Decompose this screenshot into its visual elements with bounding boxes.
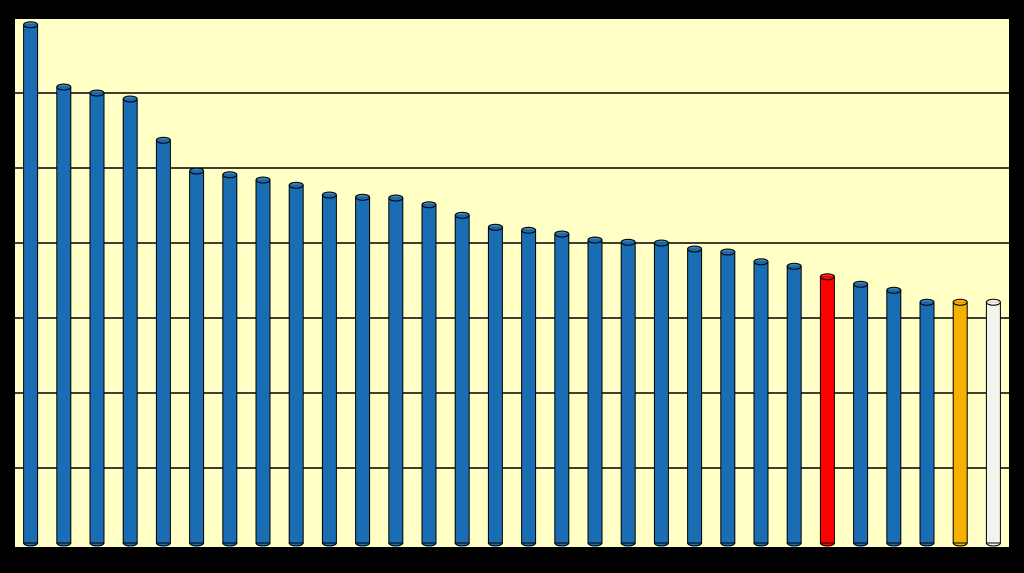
bar	[189, 170, 205, 544]
bar-cap	[288, 181, 304, 189]
bar	[288, 184, 304, 544]
bar-cap	[189, 167, 205, 175]
bar	[952, 301, 968, 544]
plot-area	[14, 18, 1010, 548]
bar-cap	[587, 236, 603, 244]
bar	[321, 194, 337, 544]
plot-border	[13, 17, 1011, 549]
bar-cap	[255, 176, 271, 184]
bar	[56, 86, 72, 544]
bar-cap	[122, 95, 138, 103]
bar	[819, 276, 835, 544]
bar	[89, 92, 105, 544]
bar	[753, 261, 769, 544]
bar	[122, 98, 138, 544]
bar-cap	[819, 273, 835, 281]
bar	[587, 239, 603, 544]
bar-cap	[521, 226, 537, 234]
bar-cap	[23, 21, 39, 29]
bar-cap	[155, 136, 171, 144]
bar-cap	[886, 286, 902, 294]
bar-cap	[388, 194, 404, 202]
bar	[554, 233, 570, 544]
bar	[487, 226, 503, 544]
bar	[720, 251, 736, 544]
bar-cap	[786, 262, 802, 270]
bar	[23, 24, 39, 544]
bar-cap	[720, 248, 736, 256]
bar-cap	[421, 201, 437, 209]
bar	[421, 204, 437, 544]
bar-cap	[687, 245, 703, 253]
bar-cap	[355, 193, 371, 201]
bar-cap	[620, 238, 636, 246]
bar-cap	[853, 280, 869, 288]
bar	[521, 229, 537, 544]
bar	[620, 241, 636, 544]
bar	[155, 139, 171, 544]
bar-cap	[952, 298, 968, 306]
bar	[222, 174, 238, 544]
bar	[786, 265, 802, 544]
bar	[687, 248, 703, 544]
bar-cap	[487, 223, 503, 231]
bar-cap	[753, 258, 769, 266]
bar-cap	[653, 239, 669, 247]
bar-cap	[454, 211, 470, 219]
bar	[853, 283, 869, 544]
bar	[255, 179, 271, 544]
bar-cap	[321, 191, 337, 199]
bar-cap	[919, 298, 935, 306]
bar-cap	[985, 298, 1001, 306]
bar-cap	[554, 230, 570, 238]
bar	[454, 214, 470, 544]
bar	[985, 301, 1001, 544]
bar	[653, 242, 669, 544]
bar	[388, 197, 404, 544]
bar	[919, 301, 935, 544]
bar-cap	[89, 89, 105, 97]
bar	[886, 289, 902, 544]
bar	[355, 196, 371, 544]
bar-cap	[56, 83, 72, 91]
bar-cap	[222, 171, 238, 179]
